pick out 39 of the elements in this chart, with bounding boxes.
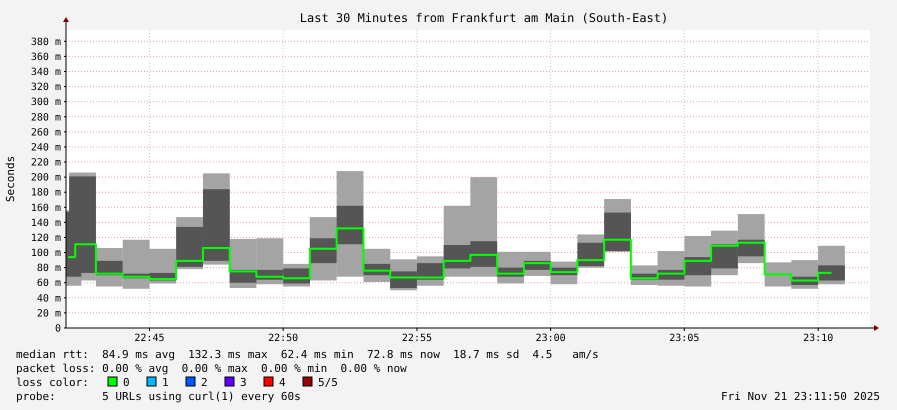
y-tick-label: 360 m [30, 52, 61, 63]
x-tick-label: 22:55 [402, 333, 432, 344]
y-tick-label: 120 m [30, 232, 61, 244]
y-tick-label: 60 m [36, 278, 61, 290]
y-tick-label: 0 [54, 324, 61, 334]
y-tick-label: 180 m [30, 188, 61, 199]
legend-label: 1 [162, 376, 169, 389]
y-tick-label: 240 m [30, 142, 61, 154]
chart-title: Last 30 Minutes from Frankfurt am Main (South-East) [300, 11, 668, 25]
y-tick-label: 140 m [30, 218, 61, 229]
legend-label: 4 [279, 376, 286, 389]
x-tick-label: 22:50 [268, 333, 298, 344]
y-tick-label: 320 m [30, 82, 61, 94]
y-tick-label: 220 m [30, 158, 61, 169]
text: median rtt: 84.9 ms avg 132.3 ms max 62.4 ms min 72.8 ms now 18.7 ms sd 4.5 am/s [16, 348, 599, 361]
y-tick-label: 380 m [30, 36, 61, 48]
y-tick-label: 340 m [30, 66, 61, 78]
legend-label: 0 [123, 376, 130, 389]
y-tick-label: 20 m [36, 308, 61, 320]
y-tick-label: 160 m [30, 202, 61, 214]
y-tick-label: 80 m [36, 263, 61, 274]
text: packet loss: 0.00 % avg 0.00 % max 0.00 % min 0.00 % now [16, 362, 408, 375]
y-tick-label: 200 m [30, 172, 61, 184]
y-tick-label: 40 m [36, 293, 61, 304]
text: Fri Nov 21 23:11:50 2025 [721, 390, 880, 403]
y-tick-label: 300 m [30, 97, 61, 108]
text: probe: 5 URLs using curl(1) every 60s [16, 390, 301, 403]
y-tick-label: 280 m [30, 112, 61, 124]
y-axis-title: Seconds [4, 156, 17, 202]
legend-label: 2 [201, 376, 208, 389]
y-tick-label: 260 m [30, 127, 61, 138]
y-tick-label: 100 m [30, 248, 61, 260]
x-tick-label: 23:10 [803, 333, 834, 344]
x-tick-label: 22:45 [134, 333, 165, 344]
x-tick-label: 23:00 [536, 333, 566, 344]
legend-title: loss color: [16, 376, 89, 389]
legend-label: 3 [240, 376, 247, 389]
x-tick-label: 23:05 [669, 333, 700, 344]
legend-label: 5/5 [318, 376, 338, 389]
